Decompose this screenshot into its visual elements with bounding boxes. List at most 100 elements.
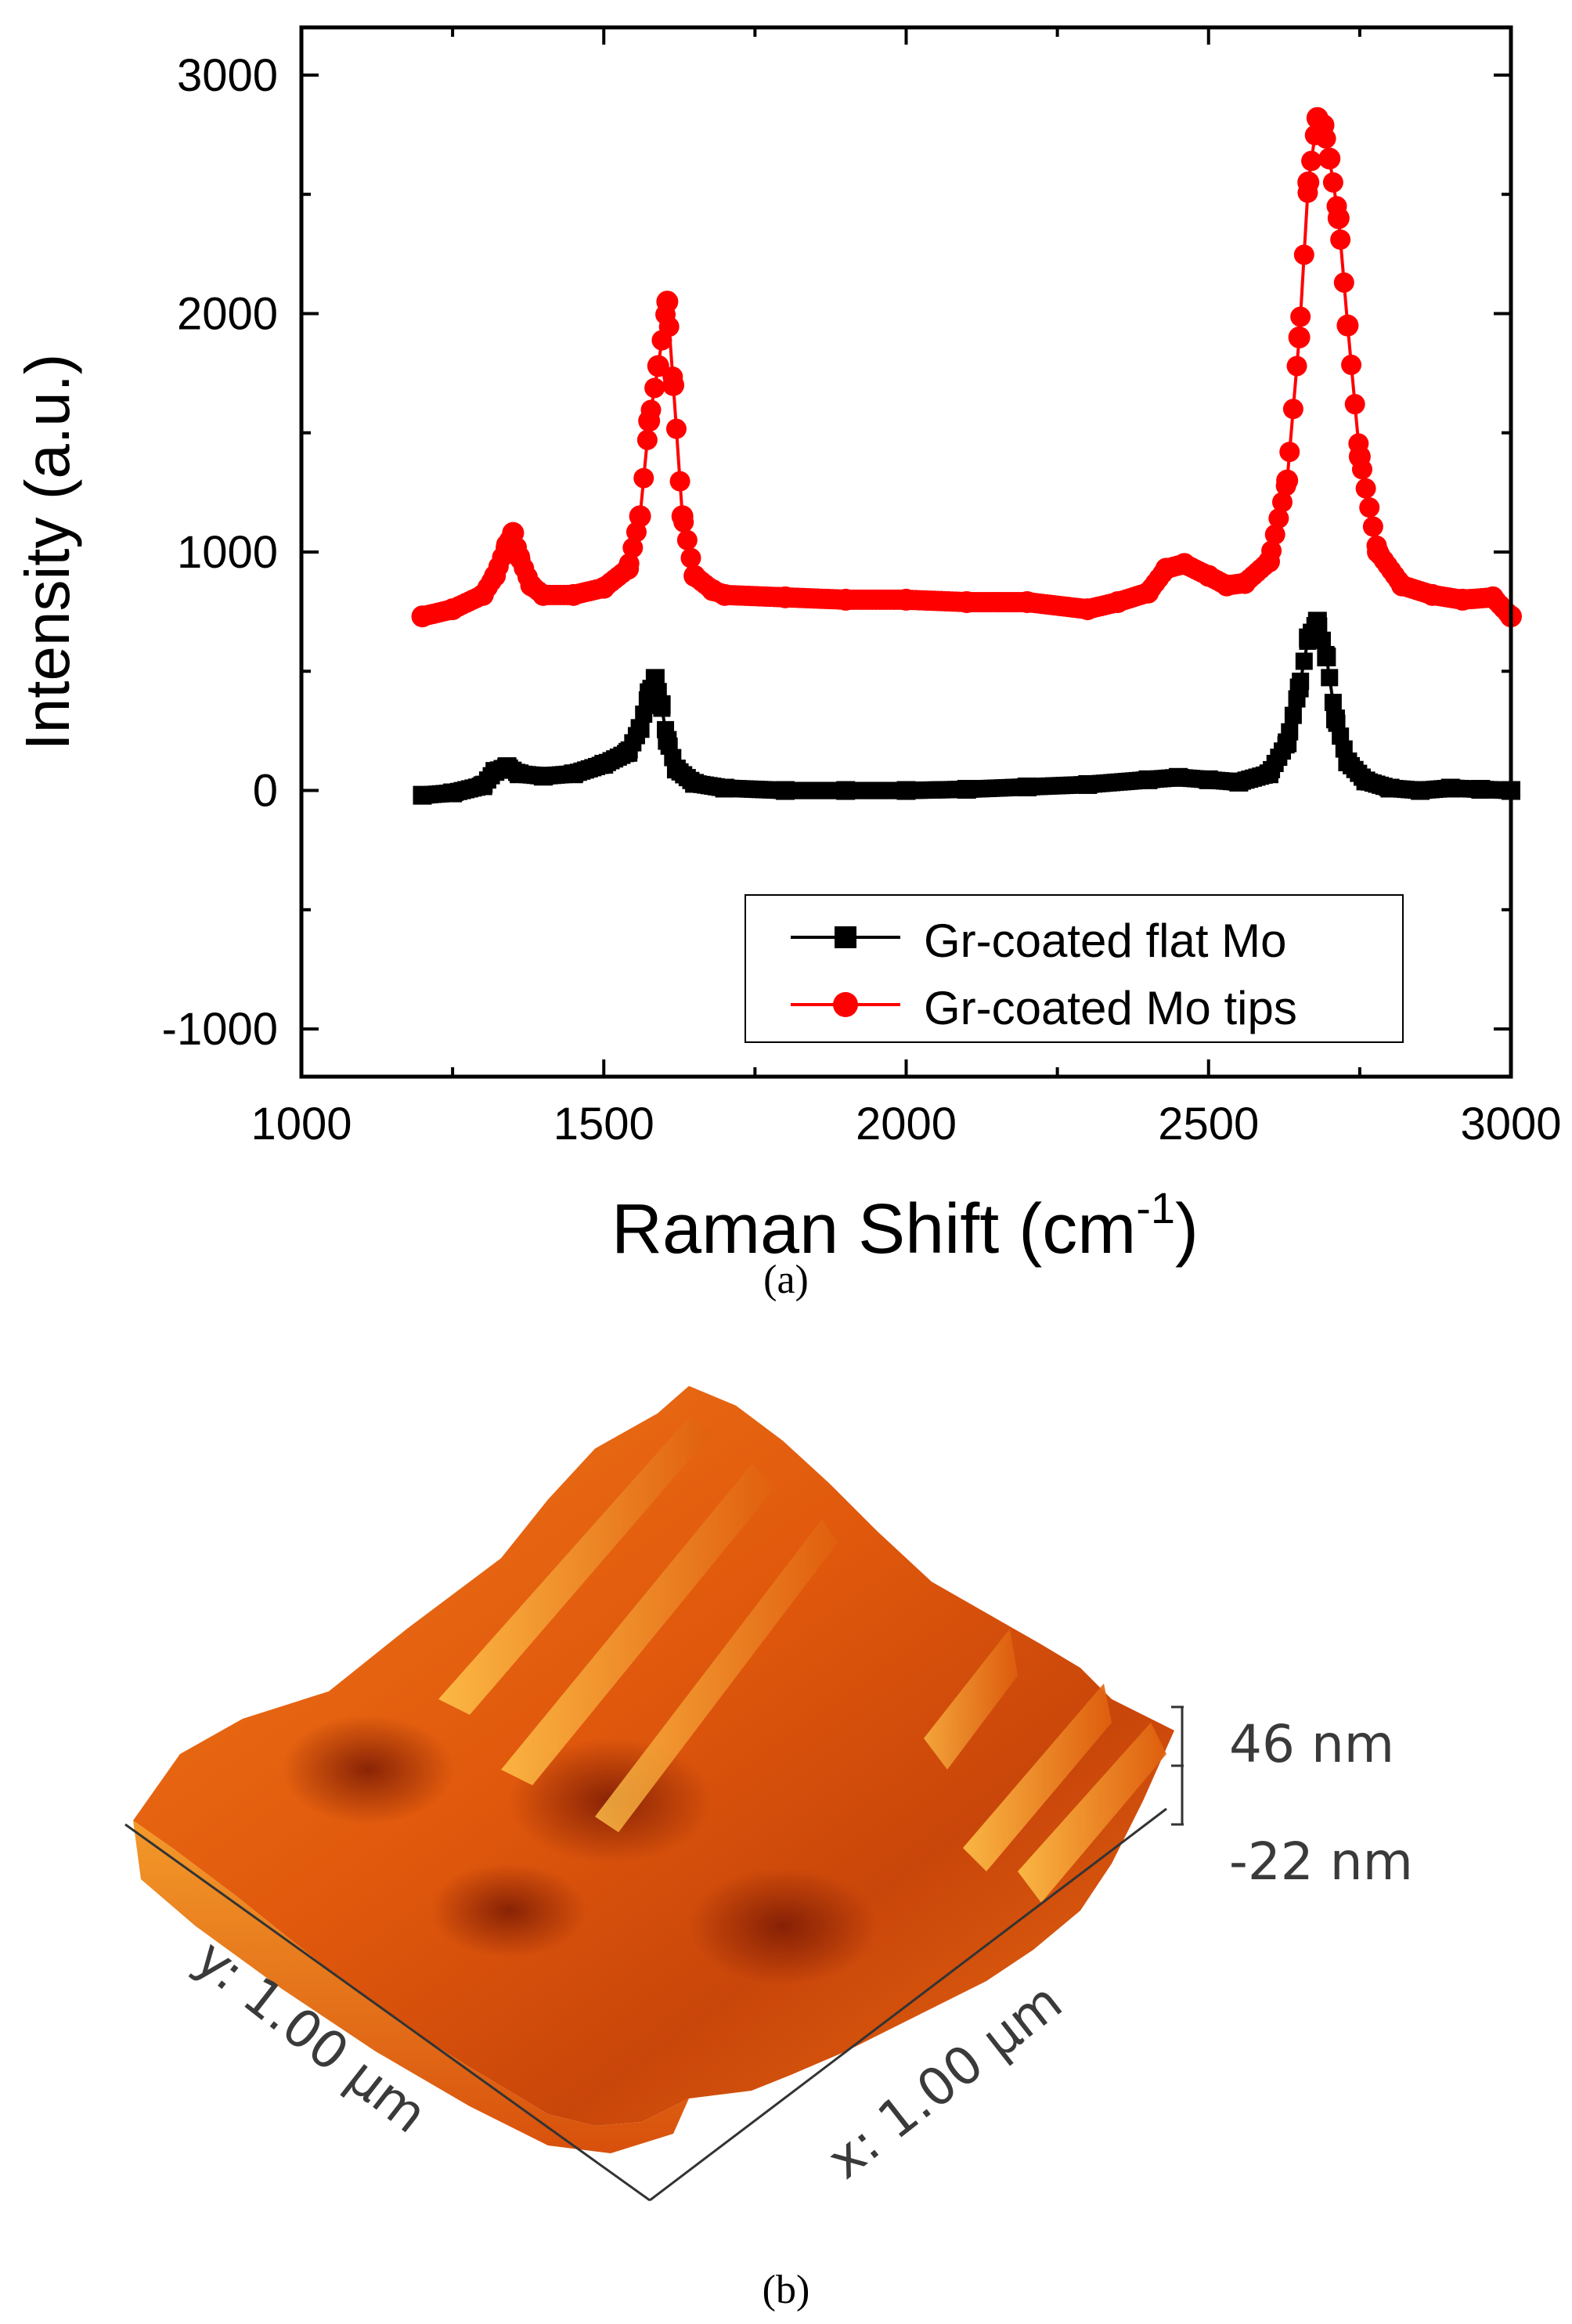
x-tick-label: 3000 <box>1460 1099 1561 1149</box>
spectrum-marker <box>1279 442 1300 463</box>
x-axis-label: Raman Shift (cm-1) <box>611 1183 1199 1268</box>
spectrum-marker <box>644 377 665 399</box>
afm-ridge-2 <box>501 1464 775 1785</box>
chart-series-layer <box>411 106 1522 805</box>
spectrum-marker <box>1317 645 1335 663</box>
spectrum-marker <box>1268 507 1289 529</box>
x-axis-label-close: ) <box>1175 1190 1199 1268</box>
series-gr-coated-flat-mo <box>413 612 1520 805</box>
spectrum-marker <box>1301 150 1322 171</box>
legend-box <box>745 894 1404 1043</box>
spectrum-marker <box>1333 272 1354 293</box>
spectrum-marker <box>1264 524 1285 545</box>
y-tick-label: -1000 <box>162 1004 278 1055</box>
tick-labels: 1000 1500 2000 2500 3000 -1000 0 1000 2000 3000 <box>162 50 1562 1149</box>
spectrum-marker <box>1288 690 1306 708</box>
panel-b-label: (b) <box>762 2268 810 2312</box>
spectrum-marker <box>1313 631 1331 649</box>
spectrum-marker <box>1275 475 1296 496</box>
x-tick-label: 2000 <box>856 1099 957 1149</box>
spectrum-marker <box>1351 459 1372 480</box>
spectrum-marker <box>622 537 644 558</box>
spectrum-marker <box>618 553 640 574</box>
spectrum-marker <box>636 429 658 450</box>
afm-ridge-1 <box>438 1417 712 1715</box>
spectrum-marker <box>635 706 653 724</box>
spectrum-marker <box>1355 478 1376 499</box>
afm-surface <box>133 1386 1174 2153</box>
afm-dark-region-1 <box>282 1715 454 1824</box>
panel-a-label: (a) <box>763 1258 809 1302</box>
afm-3d-topography: 46 nm -22 nm y: 1.00 µm x: 1.00 µm <box>124 1386 1413 2202</box>
spectrum-marker <box>680 547 701 568</box>
spectrum-marker <box>662 366 683 388</box>
legend-marker-flat-mo <box>835 926 856 948</box>
afm-axes <box>124 1705 1184 2202</box>
x-tick-label: 1500 <box>553 1099 654 1149</box>
afm-z-min-label: -22 nm <box>1229 1831 1413 1892</box>
spectrum-marker <box>653 699 671 717</box>
afm-ridge-3 <box>595 1519 838 1832</box>
plot-frame <box>299 25 1513 1079</box>
spectrum-marker <box>626 521 647 543</box>
y-tick-label: 0 <box>253 766 278 817</box>
spectrum-marker <box>657 720 675 738</box>
spectrum-marker <box>1295 652 1313 670</box>
spectrum-marker <box>1362 516 1383 537</box>
legend-marker-mo-tips <box>833 992 858 1017</box>
spectrum-marker <box>665 418 687 439</box>
spectrum-marker <box>1290 306 1311 327</box>
y-axis-label: Intensity (a.u.) <box>13 354 82 751</box>
y-tick-label: 1000 <box>177 527 278 578</box>
spectrum-marker <box>1281 723 1299 741</box>
spectrum-marker <box>1315 128 1336 149</box>
afm-ridge-5 <box>963 1683 1112 1871</box>
spectrum-marker <box>673 511 694 532</box>
spectrum-marker <box>1292 673 1310 691</box>
raman-chart: 1000 1500 2000 2500 3000 -1000 0 1000 2000 3000 I… <box>13 25 1562 1268</box>
spectrum-marker <box>1359 497 1380 518</box>
spectrum-marker <box>647 355 669 377</box>
spectrum-marker <box>1282 399 1303 420</box>
afm-ridge-4 <box>924 1629 1018 1770</box>
spectrum-marker <box>669 471 690 492</box>
afm-dark-region-3 <box>689 1868 877 1985</box>
spectrum-marker <box>1330 229 1351 251</box>
spectrum-marker <box>1324 694 1342 712</box>
y-tick-label: 3000 <box>177 50 278 101</box>
spectrum-marker <box>1322 171 1343 193</box>
data-point <box>1288 326 1311 348</box>
spectrum-marker <box>629 506 651 527</box>
spectrum-marker <box>633 467 654 489</box>
afm-dark-region-4 <box>431 1864 587 1958</box>
spectrum-marker <box>1319 148 1340 169</box>
spectrum-marker <box>1284 706 1302 724</box>
afm-z-max-label: 46 nm <box>1229 1714 1394 1774</box>
series-gr-coated-mo-tips <box>411 106 1522 628</box>
spectrum-marker <box>1297 182 1318 204</box>
legend-label-flat-mo: Gr-coated flat Mo <box>924 915 1287 967</box>
afm-x-axis-line <box>649 1807 1167 2202</box>
x-tick-label: 2500 <box>1158 1099 1259 1149</box>
spectrum-marker <box>1321 669 1339 687</box>
spectrum-marker <box>640 399 662 420</box>
x-tick-label: 1000 <box>251 1099 352 1149</box>
spectrum-marker <box>1271 492 1293 513</box>
spectrum-marker <box>1326 196 1347 217</box>
spectrum-marker <box>649 683 667 701</box>
x-axis-label-main: Raman Shift (cm <box>611 1190 1136 1268</box>
spectrum-marker <box>1293 244 1314 265</box>
afm-y-axis-line <box>124 1823 651 2202</box>
spectrum-marker <box>1344 394 1365 415</box>
spectrum-marker <box>1310 617 1328 635</box>
y-tick-label: 2000 <box>177 288 278 339</box>
spectrum-marker <box>1337 315 1358 336</box>
afm-ridge-6 <box>1018 1723 1166 1903</box>
spectrum-marker <box>1286 355 1307 377</box>
spectrum-marker <box>676 529 698 550</box>
spectrum-marker <box>1261 540 1282 561</box>
spectrum-marker <box>1341 354 1362 375</box>
legend: Gr-coated flat Mo Gr-coated Mo tips <box>745 894 1404 1043</box>
x-axis-label-superscript: -1 <box>1136 1183 1175 1232</box>
spectrum-marker <box>658 316 680 337</box>
